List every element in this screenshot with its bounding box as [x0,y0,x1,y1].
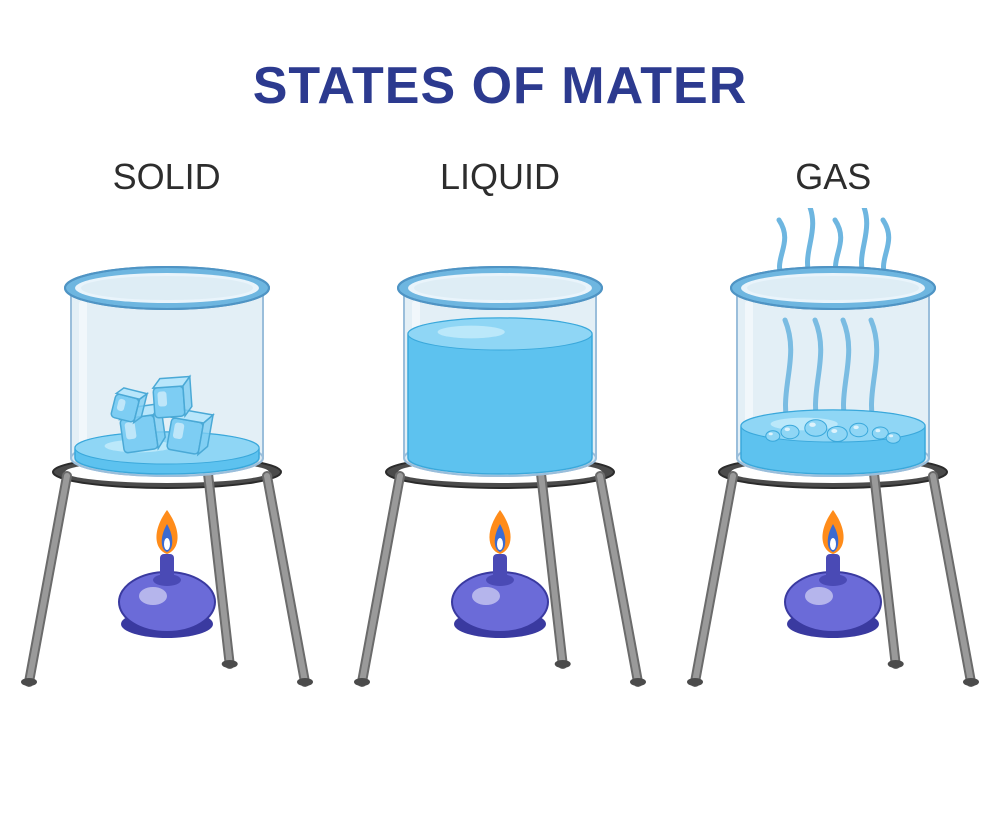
panel-label-solid: SOLID [113,156,221,198]
panel-label-liquid: LIQUID [440,156,560,198]
panel-gas: GAS [683,156,983,728]
panel-svg-liquid [350,208,650,728]
page-title: STATES OF MATER [0,0,1000,116]
panel-liquid: LIQUID [350,156,650,728]
panel-label-gas: GAS [795,156,871,198]
panel-row: SOLID LIQUID GAS [0,156,1000,728]
panel-svg-gas [683,208,983,728]
panel-solid: SOLID [17,156,317,728]
panel-svg-solid [17,208,317,728]
